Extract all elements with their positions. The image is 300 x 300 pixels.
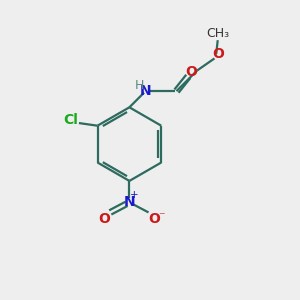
Text: N: N bbox=[140, 84, 152, 98]
Text: CH₃: CH₃ bbox=[206, 27, 229, 40]
Text: O: O bbox=[148, 212, 160, 226]
Text: N: N bbox=[124, 194, 135, 208]
Text: O: O bbox=[185, 65, 197, 79]
Text: H: H bbox=[134, 79, 144, 92]
Text: ⁻: ⁻ bbox=[158, 210, 165, 223]
Text: O: O bbox=[212, 47, 224, 61]
Text: O: O bbox=[98, 212, 110, 226]
Text: Cl: Cl bbox=[64, 113, 79, 127]
Text: +: + bbox=[130, 190, 139, 200]
